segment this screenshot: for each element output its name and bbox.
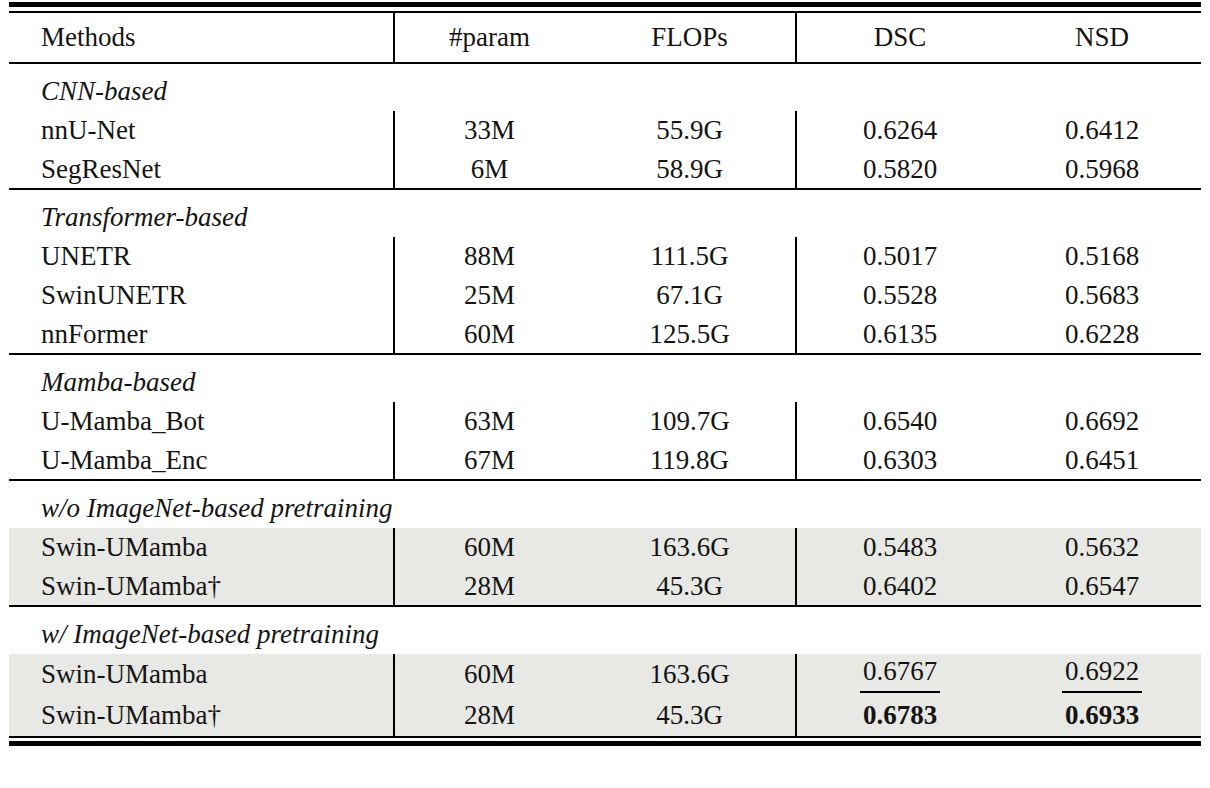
metric-value-underlined: 0.6922	[1062, 656, 1142, 693]
section-label-row-transformer: Transformer-based	[9, 189, 1201, 237]
section-label-row-wo-pretraining: w/o ImageNet-based pretraining	[9, 480, 1201, 528]
cell-flops: 67.1G	[584, 276, 796, 315]
cell-method: SwinUNETR	[9, 276, 394, 315]
section-label: Transformer-based	[9, 189, 1201, 237]
cell-param: 60M	[394, 315, 584, 354]
cell-param: 60M	[394, 528, 584, 567]
cell-nsd: 0.6922	[1003, 654, 1201, 695]
cell-nsd: 0.5168	[1003, 237, 1201, 276]
cell-flops: 58.9G	[584, 150, 796, 189]
cell-method: nnFormer	[9, 315, 394, 354]
cell-param: 28M	[394, 567, 584, 606]
section-label-row-w-pretraining: w/ ImageNet-based pretraining	[9, 606, 1201, 654]
table-row: SegResNet 6M 58.9G 0.5820 0.5968	[9, 150, 1201, 189]
cell-dsc: 0.6135	[796, 315, 1003, 354]
cell-method: SegResNet	[9, 150, 394, 189]
header-methods: Methods	[9, 13, 394, 63]
header-dsc: DSC	[796, 13, 1003, 63]
cell-nsd-best: 0.6933	[1003, 695, 1201, 736]
cell-method: nnU-Net	[9, 111, 394, 150]
cell-method: Swin-UMamba†	[9, 567, 394, 606]
cell-dsc: 0.6540	[796, 402, 1003, 441]
cell-flops: 163.6G	[584, 528, 796, 567]
cell-param: 25M	[394, 276, 584, 315]
cell-flops: 119.8G	[584, 441, 796, 480]
table-row: SwinUNETR 25M 67.1G 0.5528 0.5683	[9, 276, 1201, 315]
results-table: Methods #param FLOPs DSC NSD CNN-based n…	[9, 13, 1201, 736]
table-header-row: Methods #param FLOPs DSC NSD	[9, 13, 1201, 63]
section-label: CNN-based	[9, 63, 1201, 111]
cell-nsd: 0.6451	[1003, 441, 1201, 480]
header-nsd: NSD	[1003, 13, 1201, 63]
cell-method: Swin-UMamba	[9, 528, 394, 567]
cell-dsc: 0.6402	[796, 567, 1003, 606]
cell-flops: 163.6G	[584, 654, 796, 695]
cell-flops: 111.5G	[584, 237, 796, 276]
cell-nsd: 0.6412	[1003, 111, 1201, 150]
cell-nsd: 0.6547	[1003, 567, 1201, 606]
cell-param: 63M	[394, 402, 584, 441]
cell-flops: 45.3G	[584, 695, 796, 736]
table-row: U-Mamba_Enc 67M 119.8G 0.6303 0.6451	[9, 441, 1201, 480]
cell-nsd: 0.6692	[1003, 402, 1201, 441]
section-label-row-cnn: CNN-based	[9, 63, 1201, 111]
section-label: Mamba-based	[9, 354, 1201, 402]
cell-nsd: 0.5632	[1003, 528, 1201, 567]
cell-nsd: 0.6228	[1003, 315, 1201, 354]
table-row: nnFormer 60M 125.5G 0.6135 0.6228	[9, 315, 1201, 354]
section-label-row-mamba: Mamba-based	[9, 354, 1201, 402]
cell-param: 60M	[394, 654, 584, 695]
cell-dsc: 0.6264	[796, 111, 1003, 150]
cell-method: UNETR	[9, 237, 394, 276]
section-label: w/o ImageNet-based pretraining	[9, 480, 1201, 528]
cell-flops: 45.3G	[584, 567, 796, 606]
bottom-rule-thick	[9, 741, 1201, 746]
cell-nsd: 0.5683	[1003, 276, 1201, 315]
section-label: w/ ImageNet-based pretraining	[9, 606, 1201, 654]
header-param: #param	[394, 13, 584, 63]
cell-param: 88M	[394, 237, 584, 276]
results-table-container: Methods #param FLOPs DSC NSD CNN-based n…	[0, 0, 1210, 746]
cell-method: Swin-UMamba†	[9, 695, 394, 736]
cell-flops: 109.7G	[584, 402, 796, 441]
cell-dsc: 0.5483	[796, 528, 1003, 567]
cell-flops: 55.9G	[584, 111, 796, 150]
cell-method: U-Mamba_Bot	[9, 402, 394, 441]
cell-nsd: 0.5968	[1003, 150, 1201, 189]
table-row-highlighted: Swin-UMamba† 28M 45.3G 0.6402 0.6547	[9, 567, 1201, 606]
table-row-highlighted: Swin-UMamba 60M 163.6G 0.6767 0.6922	[9, 654, 1201, 695]
metric-value-underlined: 0.6767	[860, 656, 940, 693]
table-row: nnU-Net 33M 55.9G 0.6264 0.6412	[9, 111, 1201, 150]
cell-method: U-Mamba_Enc	[9, 441, 394, 480]
header-flops: FLOPs	[584, 13, 796, 63]
cell-param: 33M	[394, 111, 584, 150]
cell-dsc: 0.6767	[796, 654, 1003, 695]
table-row: U-Mamba_Bot 63M 109.7G 0.6540 0.6692	[9, 402, 1201, 441]
cell-param: 28M	[394, 695, 584, 736]
cell-dsc-best: 0.6783	[796, 695, 1003, 736]
cell-param: 67M	[394, 441, 584, 480]
table-row: UNETR 88M 111.5G 0.5017 0.5168	[9, 237, 1201, 276]
cell-method: Swin-UMamba	[9, 654, 394, 695]
cell-param: 6M	[394, 150, 584, 189]
table-row-highlighted: Swin-UMamba 60M 163.6G 0.5483 0.5632	[9, 528, 1201, 567]
cell-dsc: 0.6303	[796, 441, 1003, 480]
cell-dsc: 0.5017	[796, 237, 1003, 276]
table-row-highlighted: Swin-UMamba† 28M 45.3G 0.6783 0.6933	[9, 695, 1201, 736]
cell-dsc: 0.5528	[796, 276, 1003, 315]
cell-dsc: 0.5820	[796, 150, 1003, 189]
cell-flops: 125.5G	[584, 315, 796, 354]
